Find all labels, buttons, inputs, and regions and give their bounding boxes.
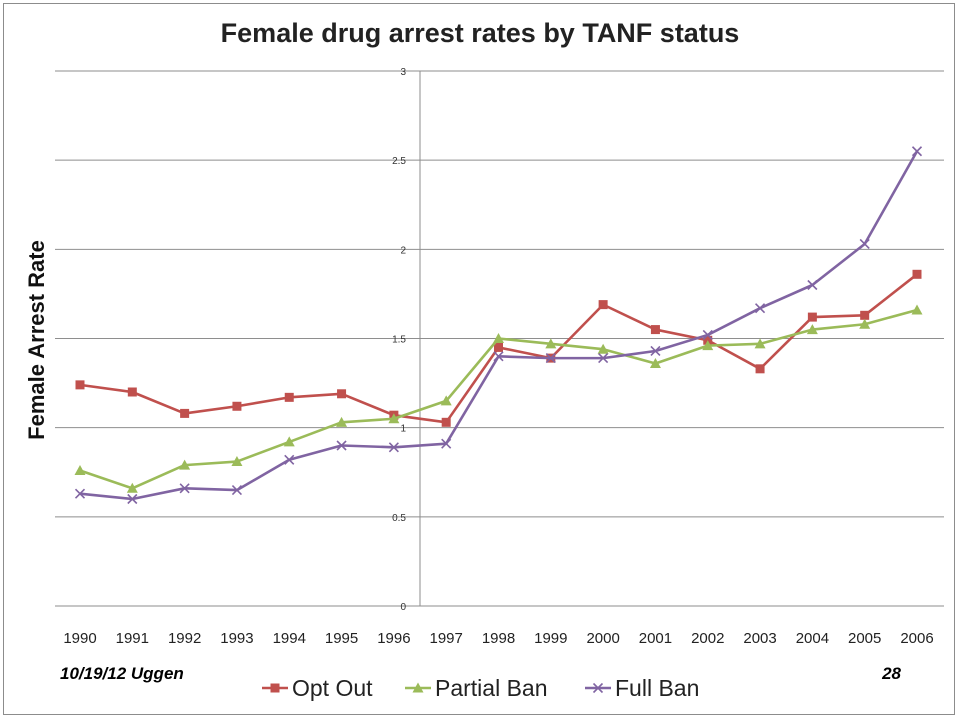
data-point-partial-ban — [911, 304, 923, 315]
y-tick-label: 1 — [400, 424, 406, 435]
data-point-full-ban — [859, 238, 870, 250]
x-tick-label: 1999 — [534, 630, 567, 647]
data-point-full-ban — [388, 442, 399, 453]
data-point-opt-out — [75, 380, 85, 390]
x-tick-label: 1991 — [116, 630, 149, 647]
data-point-partial-ban — [859, 318, 871, 329]
data-point-full-ban — [598, 353, 609, 364]
x-tick-label: 2002 — [691, 630, 724, 647]
legend-marker — [592, 682, 604, 694]
data-point-partial-ban — [126, 482, 138, 493]
y-tick-label: 0.5 — [392, 513, 406, 524]
legend-marker — [412, 682, 424, 693]
data-point-full-ban — [650, 345, 661, 357]
data-point-full-ban — [127, 493, 138, 505]
x-tick-label: 1995 — [325, 630, 358, 647]
data-point-opt-out — [494, 342, 503, 352]
legend-item-full-ban: Full Ban — [585, 675, 699, 701]
data-point-opt-out — [598, 300, 608, 310]
data-point-partial-ban — [545, 338, 557, 349]
data-point-full-ban — [545, 353, 556, 364]
x-tick-label: 1993 — [220, 630, 253, 647]
data-point-partial-ban — [806, 324, 818, 335]
data-point-opt-out — [127, 387, 137, 397]
data-point-opt-out — [755, 364, 765, 374]
data-point-opt-out — [650, 325, 660, 335]
data-point-full-ban — [702, 329, 713, 340]
data-point-partial-ban — [179, 459, 191, 470]
data-point-full-ban — [754, 303, 766, 314]
legend-marker — [270, 683, 280, 693]
x-tick-label: 1994 — [273, 630, 306, 647]
x-tick-label: 2000 — [586, 630, 619, 647]
data-point-full-ban — [179, 483, 190, 494]
x-tick-label: 1997 — [430, 630, 463, 647]
x-tick-label: 1990 — [63, 630, 96, 647]
slide-frame — [3, 3, 955, 715]
data-point-partial-ban — [231, 456, 243, 467]
data-point-partial-ban — [754, 338, 766, 349]
data-point-opt-out — [284, 392, 294, 402]
data-point-partial-ban — [74, 464, 86, 475]
legend-label: Full Ban — [615, 675, 699, 701]
y-tick-label: 0 — [400, 602, 406, 613]
series-full-ban — [74, 146, 923, 505]
data-point-full-ban — [74, 488, 86, 499]
data-point-full-ban — [284, 454, 295, 465]
data-point-opt-out — [180, 408, 190, 418]
y-tick-label: 3 — [400, 67, 406, 78]
data-point-partial-ban — [493, 333, 504, 343]
x-tick-label: 2005 — [848, 630, 881, 647]
legend-item-partial-ban: Partial Ban — [405, 675, 548, 701]
data-point-opt-out — [860, 310, 870, 320]
y-tick-label: 1.5 — [392, 335, 406, 346]
data-point-full-ban — [493, 351, 504, 362]
data-point-opt-out — [232, 401, 242, 411]
y-tick-label: 2 — [400, 245, 406, 256]
legend-item-opt-out: Opt Out — [262, 675, 373, 701]
x-tick-label: 1998 — [482, 630, 515, 647]
data-point-partial-ban — [597, 343, 609, 354]
data-point-opt-out — [912, 269, 922, 279]
x-tick-label: 1996 — [377, 630, 410, 647]
x-tick-label: 2001 — [639, 630, 672, 647]
data-point-full-ban — [441, 438, 452, 449]
x-tick-label: 2006 — [900, 630, 933, 647]
y-axis-label: Female Arrest Rate — [24, 240, 49, 440]
series-layer — [74, 146, 923, 505]
legend-label: Opt Out — [292, 675, 373, 701]
tick-labels: 0 0.5 1 1.5 2 2.5 3 1990 1991 1992 1993 1994 1995 199… — [63, 67, 933, 647]
data-point-partial-ban — [702, 340, 714, 351]
data-point-full-ban — [231, 485, 243, 496]
data-point-partial-ban — [440, 395, 452, 406]
gridlines — [55, 70, 944, 607]
data-point-partial-ban — [336, 416, 348, 427]
data-point-partial-ban — [283, 436, 295, 447]
legend-label: Partial Ban — [435, 675, 548, 701]
data-point-partial-ban — [649, 357, 661, 368]
x-tick-label: 2004 — [796, 630, 829, 647]
series-partial-ban — [74, 304, 923, 493]
series-line-full-ban — [79, 150, 919, 501]
footer-page-number: 28 — [881, 664, 901, 683]
x-tick-label: 1992 — [168, 630, 201, 647]
data-point-full-ban — [807, 279, 818, 291]
legend: Opt Out Partial Ban Full Ban — [262, 675, 699, 701]
data-point-opt-out — [337, 389, 347, 399]
data-point-opt-out — [441, 417, 451, 427]
y-tick-label: 2.5 — [392, 156, 406, 167]
chart-title: Female drug arrest rates by TANF status — [221, 18, 740, 48]
data-point-opt-out — [807, 312, 817, 322]
data-point-partial-ban — [388, 413, 400, 424]
x-tick-label: 2003 — [743, 630, 776, 647]
data-point-full-ban — [336, 440, 347, 451]
footer-date-author: 10/19/12 Uggen — [60, 664, 184, 683]
data-point-full-ban — [911, 146, 923, 157]
